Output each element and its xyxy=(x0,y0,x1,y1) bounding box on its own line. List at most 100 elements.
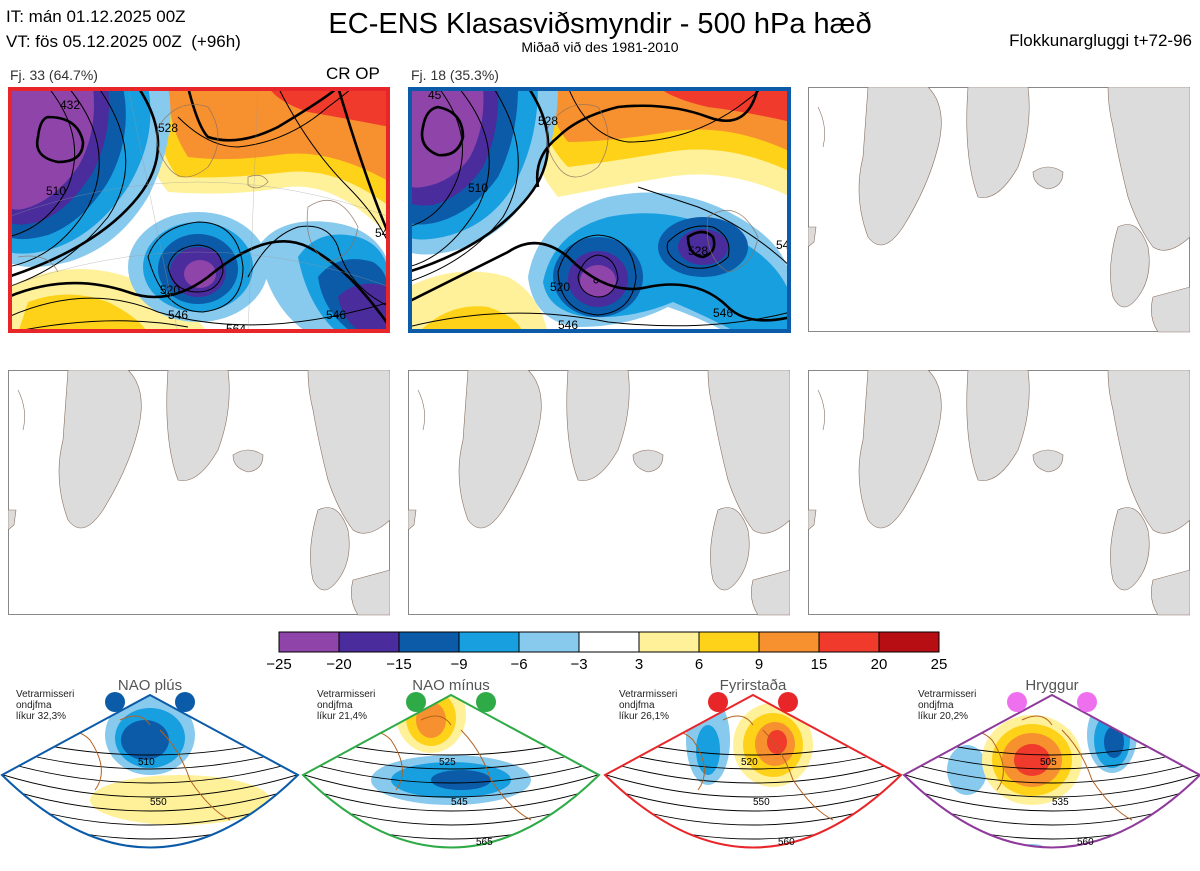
contour-label: 54 xyxy=(776,238,790,252)
regime-map: 520 550 560 xyxy=(603,692,903,870)
regime-title: NAO plús xyxy=(117,677,183,694)
panel-2-border xyxy=(408,87,791,333)
contour-label: 520 xyxy=(741,757,758,768)
regime-probability-note: Vetrarmisseri ondjfma líkur 32,3% xyxy=(16,689,75,722)
contour-label: 546 xyxy=(558,318,578,332)
colorbar-swatch xyxy=(398,631,460,653)
regime-probability-note: Vetrarmisseri ondjfma líkur 21,4% xyxy=(317,689,376,722)
cluster-map-2: 45 528 510 528 520 546 546 54 xyxy=(408,87,791,333)
height-contour xyxy=(904,786,1200,812)
colorbar-tick-label: 6 xyxy=(694,656,704,673)
valid-time: VT: fös 05.12.2025 00Z (+96h) xyxy=(6,32,241,51)
chart-title: EC-ENS Klasasviðsmyndir - 500 hPa hæð xyxy=(328,8,872,40)
anomaly-shade xyxy=(947,745,987,795)
contour-label: 528 xyxy=(538,114,558,128)
contour-label: 560 xyxy=(778,837,795,848)
anomaly-shade xyxy=(121,720,169,760)
contour-label: 525 xyxy=(439,757,456,768)
height-contour xyxy=(605,786,901,812)
empty-map-5 xyxy=(408,370,790,616)
contour-label: 520 xyxy=(550,280,570,294)
height-contour xyxy=(2,773,298,798)
colorbar-tick-label: 15 xyxy=(810,656,828,673)
height-contour xyxy=(902,852,1200,870)
contour-label: 510 xyxy=(46,184,66,198)
contour-label: 45 xyxy=(428,88,442,102)
panel-1-border xyxy=(8,87,390,333)
height-contour xyxy=(2,786,298,812)
regime-marker-dot xyxy=(1007,692,1027,712)
colorbar-tick-label: −15 xyxy=(386,656,412,673)
regime-marker-dot xyxy=(476,692,496,712)
graticule xyxy=(8,87,390,333)
contour-label: 546 xyxy=(168,308,188,322)
colorbar-swatch xyxy=(878,631,940,653)
colorbar-swatch xyxy=(818,631,880,653)
contour-label: 535 xyxy=(1052,797,1069,808)
colorbar-tick-label: −6 xyxy=(510,656,528,673)
empty-map-4 xyxy=(8,370,390,616)
contour-label: 528 xyxy=(158,121,178,135)
anomaly-pos-4 xyxy=(268,87,390,127)
regime-map: 525 545 565 xyxy=(301,692,601,870)
regime-border xyxy=(902,693,1200,849)
regime-title: NAO mínus xyxy=(412,677,490,694)
colorbar-tick-label: 25 xyxy=(930,656,948,673)
contour-label: 54 xyxy=(375,226,389,240)
chart-subtitle: Miðað við des 1981-2010 xyxy=(521,39,679,55)
height-contour xyxy=(303,760,599,784)
regime-marker-dot xyxy=(406,692,426,712)
regime-marker-dot xyxy=(778,692,798,712)
regime-title: Hryggur xyxy=(1025,677,1079,694)
height-contour xyxy=(605,760,901,784)
regime-border xyxy=(0,693,300,849)
panel-1-tag: CR OP xyxy=(326,64,380,83)
anomaly-shade xyxy=(696,725,720,775)
colorbar-tick-label: 3 xyxy=(634,656,644,673)
height-contour xyxy=(605,747,901,770)
anomaly-neg-5 xyxy=(8,87,94,210)
colorbar-swatch xyxy=(278,631,340,653)
colorbar-tick-label: 20 xyxy=(870,656,888,673)
panel-2-label: Fj. 18 (35.3%) xyxy=(411,67,499,83)
colorbar-swatch xyxy=(338,631,400,653)
contour-label: 565 xyxy=(476,837,493,848)
contour-label: 505 xyxy=(1040,757,1057,768)
regime-map: 505 535 560 xyxy=(902,692,1200,870)
height-contour xyxy=(303,773,599,798)
cluster-map-1: 432 528 510 520 546 564 546 54 xyxy=(8,87,390,333)
contour-label: 550 xyxy=(150,797,167,808)
height-contour xyxy=(303,786,599,812)
contour-label: 545 xyxy=(451,797,468,808)
colorbar-tick-label: −20 xyxy=(326,656,352,673)
contour-label: 528 xyxy=(688,244,708,258)
contour-label: 564 xyxy=(226,322,246,333)
height-contour xyxy=(603,852,903,870)
colorbar-tick-label: −3 xyxy=(570,656,588,673)
contour-label: 550 xyxy=(753,797,770,808)
anomaly-shade xyxy=(767,730,787,754)
coastline-overlay xyxy=(546,104,759,273)
height-contour xyxy=(301,852,601,870)
height-contour xyxy=(2,760,298,784)
forecast-time-info: IT: mán 01.12.2025 00Z VT: fös 05.12.2025… xyxy=(6,4,241,54)
regime-border xyxy=(301,693,601,849)
height-contour xyxy=(904,773,1200,798)
colorbar-tick-label: −25 xyxy=(266,656,292,673)
regime-marker-dot xyxy=(708,692,728,712)
regime-title: Fyrirstaða xyxy=(719,677,787,694)
height-contour xyxy=(605,773,901,798)
colorbar-swatch xyxy=(698,631,760,653)
regime-border xyxy=(603,693,903,849)
height-contour xyxy=(904,747,1200,770)
colorbar xyxy=(278,631,940,653)
height-contour xyxy=(904,760,1200,784)
contour-label: 560 xyxy=(1077,837,1094,848)
colorbar-tick-label: 9 xyxy=(754,656,764,673)
regime-probability-note: Vetrarmisseri ondjfma líkur 20,2% xyxy=(918,689,977,722)
empty-map-6 xyxy=(808,370,1190,616)
colorbar-swatch xyxy=(638,631,700,653)
coastline-overlay xyxy=(17,104,359,273)
contour-label: 546 xyxy=(713,306,733,320)
anomaly-shade xyxy=(90,775,270,825)
